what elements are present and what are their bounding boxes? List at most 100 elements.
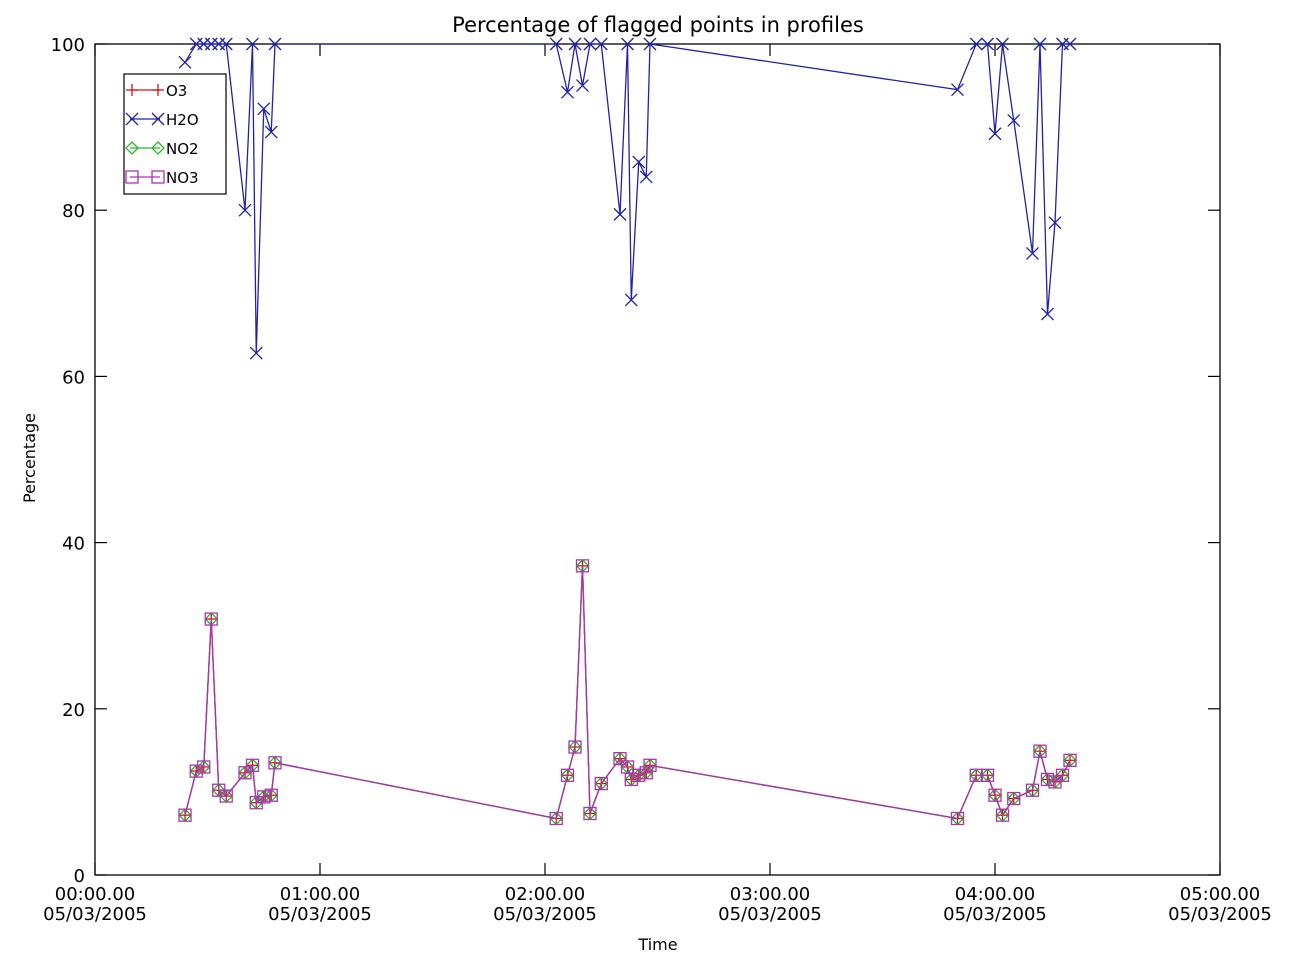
legend-marker (151, 170, 165, 184)
data-point-h2o (1026, 246, 1039, 260)
data-point-no3 (1025, 783, 1040, 797)
legend-label: H2O (166, 111, 199, 129)
y-tick-label: 40 (62, 534, 85, 555)
data-point-no3 (632, 768, 646, 782)
data-point-no3 (268, 756, 282, 770)
y-tick-label: 20 (62, 700, 85, 721)
data-point-no3 (950, 811, 965, 826)
x-tick-label-date: 05/03/2005 (718, 904, 822, 925)
data-point-h2o (969, 37, 983, 51)
data-point-no3 (1063, 753, 1077, 767)
data-point-h2o (594, 37, 608, 51)
data-point-no3 (568, 740, 582, 754)
legend-marker (125, 170, 139, 184)
legend-label: NO2 (166, 140, 199, 158)
data-point-h2o (268, 37, 282, 51)
data-point-h2o (613, 207, 627, 221)
data-point-h2o (621, 37, 634, 51)
data-point-no3 (238, 766, 252, 780)
data-point-h2o (996, 37, 1009, 51)
data-point-h2o (264, 125, 278, 139)
series-h2o (178, 37, 1077, 360)
data-point-h2o (549, 37, 563, 51)
legend: O3 H2O NO2 NO3 (123, 73, 227, 195)
data-point-no3 (988, 788, 1002, 802)
x-tick-label-time: 03:00.00 (730, 884, 811, 905)
data-point-no3 (549, 811, 563, 826)
data-point-h2o (624, 293, 638, 307)
plot-area: 02040608010000:00.0005/03/200501:00.0005… (43, 35, 1272, 925)
series-line-h2o (184, 43, 1070, 354)
data-point-h2o (583, 37, 597, 51)
data-point-h2o (1007, 113, 1021, 127)
data-point-no3 (1040, 772, 1055, 787)
data-point-h2o (643, 37, 657, 51)
data-point-no3 (980, 768, 995, 782)
data-point-h2o (988, 127, 1002, 141)
data-point-h2o (257, 102, 271, 116)
data-point-h2o (1048, 216, 1062, 230)
data-point-no3 (189, 764, 203, 778)
legend-marker (125, 141, 139, 155)
data-point-h2o (1041, 307, 1054, 321)
y-tick-label: 80 (62, 201, 85, 222)
data-point-h2o (178, 55, 192, 69)
legend-label: NO3 (166, 169, 199, 187)
legend-entry-no2: NO2 (125, 140, 199, 158)
data-point-h2o (576, 79, 589, 93)
data-point-no3 (204, 612, 218, 626)
data-point-h2o (246, 37, 259, 51)
data-point-no3 (1055, 768, 1070, 782)
data-point-no3 (1033, 744, 1047, 758)
plot-frame (94, 43, 1221, 876)
legend-entry-h2o: H2O (125, 111, 199, 129)
data-point-h2o (1033, 37, 1047, 51)
data-point-no3 (643, 758, 657, 772)
y-axis-title: Percentage (20, 413, 39, 503)
data-point-h2o (219, 37, 233, 51)
legend-entry-no3: NO3 (125, 169, 199, 187)
y-tick-label: 100 (51, 35, 85, 56)
data-point-no3 (969, 768, 983, 782)
x-tick-label-date: 05/03/2005 (1168, 904, 1272, 925)
x-tick-label-date: 05/03/2005 (493, 904, 597, 925)
x-axis-title: Time (637, 935, 677, 954)
data-point-no3 (583, 806, 597, 821)
x-tick-label-time: 04:00.00 (955, 884, 1036, 905)
x-tick-label-time: 01:00.00 (280, 884, 361, 905)
data-point-no3 (560, 768, 575, 782)
legend-entry-o3: O3 (126, 82, 187, 100)
x-tick-label-time: 00:00.00 (55, 884, 136, 905)
series-no3 (178, 559, 1077, 826)
data-point-no3 (178, 808, 192, 822)
legend-marker (126, 84, 138, 96)
x-tick-label-time: 02:00.00 (505, 884, 586, 905)
data-point-h2o (1063, 37, 1077, 51)
legend-marker (152, 84, 164, 96)
chart-title: Percentage of flagged points in profiles (452, 13, 864, 37)
data-point-h2o (561, 85, 574, 99)
data-point-no3 (594, 776, 608, 791)
legend-marker (151, 112, 165, 126)
legend-box (123, 73, 227, 195)
data-point-no3 (624, 772, 638, 787)
data-point-no3 (197, 760, 211, 774)
x-tick-label-date: 05/03/2005 (43, 904, 147, 925)
x-tick-label-time: 05:00.00 (1180, 884, 1261, 905)
data-point-h2o (568, 37, 582, 51)
x-tick-label-date: 05/03/2005 (268, 904, 372, 925)
x-tick-label-date: 05/03/2005 (943, 904, 1047, 925)
data-point-h2o (639, 170, 653, 184)
data-point-no3 (264, 788, 278, 802)
y-tick-label: 0 (74, 866, 85, 887)
data-point-no3 (995, 808, 1010, 822)
data-point-h2o (981, 37, 994, 51)
data-point-h2o (632, 155, 646, 169)
data-point-no3 (575, 559, 590, 573)
legend-marker (125, 112, 139, 126)
data-point-h2o (238, 203, 252, 217)
data-point-h2o (951, 83, 964, 97)
y-tick-label: 60 (62, 367, 85, 388)
data-point-no3 (257, 790, 271, 804)
